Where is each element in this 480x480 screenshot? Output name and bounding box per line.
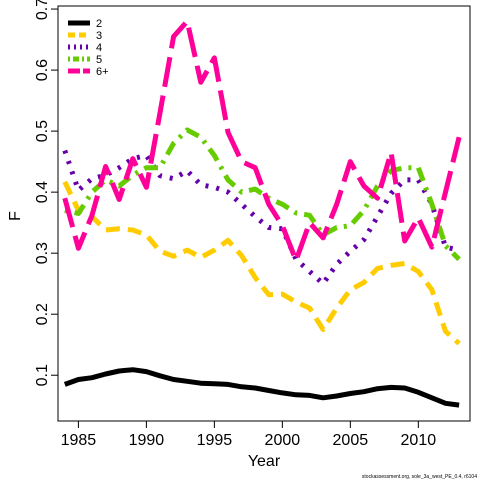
x-tick-label: 2010 [401,432,437,449]
x-axis-title: Year [248,453,281,470]
plot-area [57,5,471,422]
y-tick-label: 0.1 [34,364,51,386]
x-tick-label: 2005 [333,432,369,449]
y-axis: 0.1 0.2 0.3 0.4 0.5 0.6 0.7 [34,0,59,386]
legend-label: 6+ [96,66,109,78]
series-line-4 [62,149,460,287]
x-tick-label: 1995 [197,432,233,449]
x-tick-label: 1985 [61,432,97,449]
x-axis: 1985 1990 1995 2000 2005 2010 [61,420,437,449]
series-group [62,18,462,408]
legend-label: 3 [96,30,102,42]
y-tick-label: 0.4 [34,181,51,203]
legend-label: 2 [96,18,102,30]
x-tick-label: 2000 [265,432,301,449]
footer-credit: stockassessment.org, sole_3a_west_PE_0.4… [362,474,477,480]
plot-frame [57,5,471,422]
series-line-3 [62,180,461,346]
x-tick-label: 1990 [129,432,165,449]
y-tick-label: 0.5 [34,120,51,142]
y-axis-title: F [7,211,24,221]
legend-label: 5 [96,54,102,66]
y-tick-label: 0.3 [34,242,51,264]
y-tick-label: 0.2 [34,303,51,325]
series-line-2 [63,367,460,408]
series-line-6plus [62,18,462,263]
legend-label: 4 [96,42,102,54]
y-tick-label: 0.7 [34,0,51,20]
y-tick-label: 0.6 [34,59,51,81]
